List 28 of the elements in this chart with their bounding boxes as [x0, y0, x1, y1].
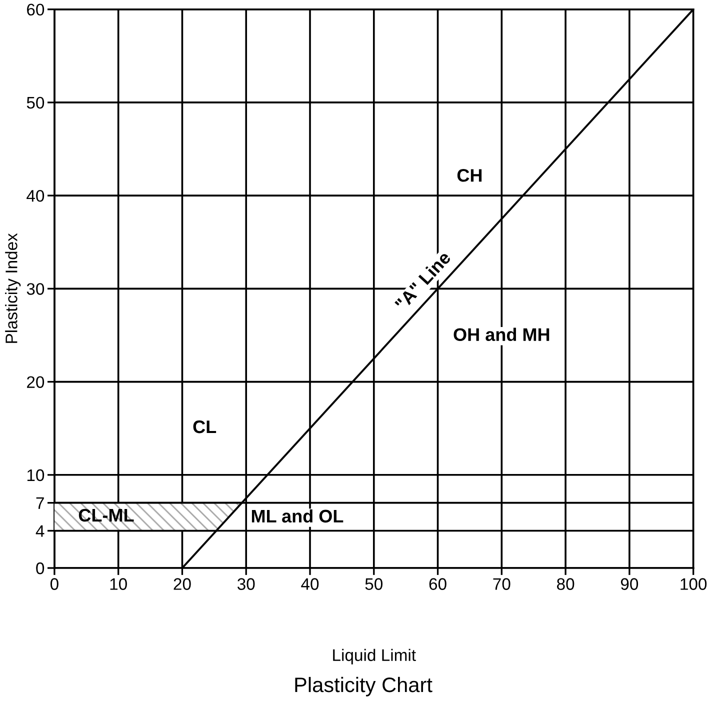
y-tick-label: 4 — [36, 525, 44, 537]
annotation: CL — [193, 420, 216, 434]
x-tick-label: 0 — [50, 578, 58, 590]
x-tick-label: 40 — [301, 578, 319, 590]
y-tick-label: 50 — [26, 96, 44, 109]
y-tick-label: 7 — [36, 497, 44, 509]
y-axis-title: Plasticity Index — [5, 233, 21, 343]
text: Plasticity Chart — [295, 676, 432, 696]
annotation: OH and MH — [454, 328, 550, 342]
x-tick-label: 70 — [493, 578, 510, 590]
y-tick-label: 60 — [27, 4, 44, 16]
x-tick-label: 20 — [174, 578, 191, 590]
annotation: ML and OL — [252, 509, 344, 523]
y-tick-label: 0 — [36, 562, 44, 574]
x-tick-label: 50 — [365, 578, 383, 590]
x-tick-label: 10 — [110, 578, 127, 590]
x-tick-label: 100 — [680, 578, 707, 590]
y-tick-label: 40 — [26, 190, 44, 202]
x-axis-title: Liquid Limit — [333, 648, 416, 664]
x-tick-label: 90 — [620, 578, 638, 590]
y-tick-label: 10 — [27, 469, 44, 482]
x-tick-label: 60 — [429, 578, 446, 590]
annotation: CH — [457, 169, 482, 182]
band-label: CL-ML — [78, 508, 134, 522]
y-tick-label: 20 — [27, 376, 44, 388]
x-tick-label: 80 — [557, 578, 574, 590]
y-tick-label: 30 — [26, 283, 44, 295]
x-tick-label: 30 — [237, 578, 255, 590]
